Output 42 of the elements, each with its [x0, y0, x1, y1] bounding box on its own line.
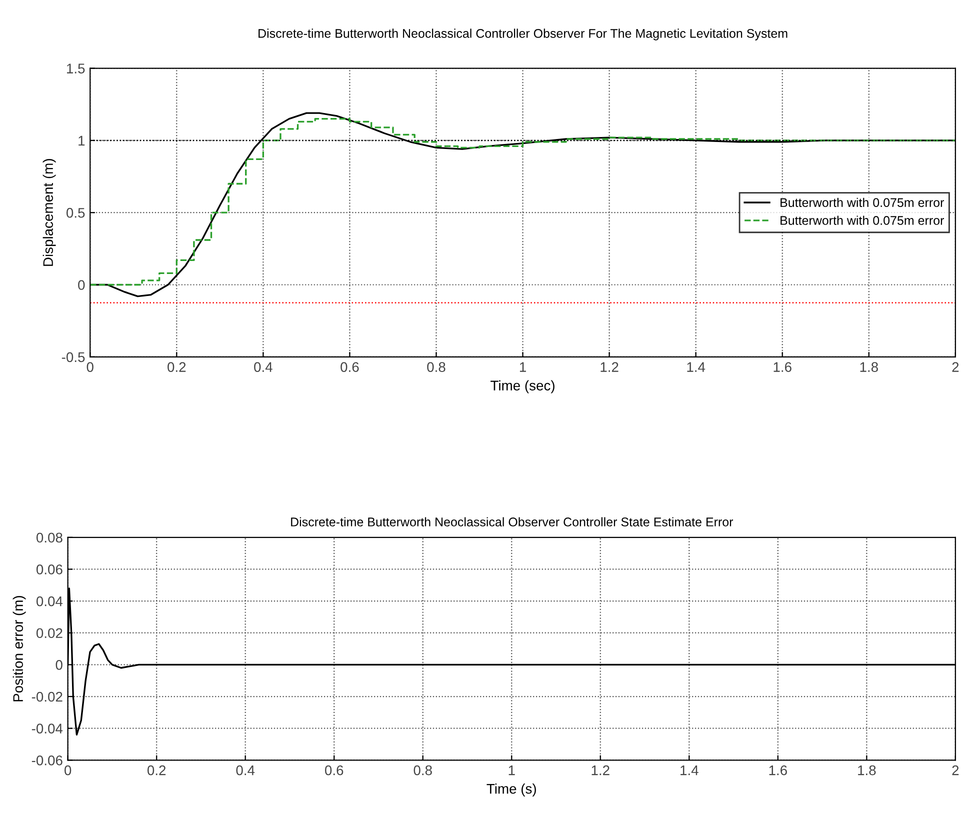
x-tick-label: 1.4 — [687, 362, 706, 372]
x-tick-label: 0.4 — [254, 362, 272, 372]
y-tick-label: 0 — [56, 660, 62, 670]
x-tick-label: 1.8 — [860, 362, 878, 372]
x-tick-label: 1.2 — [592, 765, 610, 776]
x-tick-label: 0.4 — [236, 765, 255, 776]
chart-title: Discrete-time Butterworth Neoclassical Controller Observer For The Magnetic Levitation System — [258, 28, 788, 40]
chart-title: Discrete-time Butterworth Neoclassical Observer Controller State Estimate Error — [291, 517, 734, 526]
y-tick-label: 0.08 — [36, 532, 62, 543]
y-tick-label: 0 — [78, 280, 85, 290]
y-tick-label: -0.06 — [32, 755, 62, 766]
x-tick-label: 1.2 — [600, 362, 618, 372]
x-tick-label: 0.6 — [340, 362, 359, 372]
x-tick-label: 0.2 — [147, 765, 166, 776]
y-tick-label: 1 — [78, 136, 85, 146]
x-axis-title: Time (sec) — [490, 380, 554, 394]
y-axis-title: Displacement (m) — [42, 159, 56, 266]
legend-label: Butterworth with 0.075m error — [780, 198, 944, 208]
legend-label: Butterworth with 0.075m error — [780, 216, 944, 225]
y-tick-label: 0.02 — [36, 628, 62, 638]
y-tick-label: 1.5 — [67, 64, 85, 74]
y-tick-label: 0.06 — [36, 564, 62, 574]
x-tick-label: 2 — [952, 362, 959, 372]
x-tick-label: 1.6 — [769, 765, 787, 776]
y-tick-label: 0.5 — [66, 208, 85, 218]
x-tick-label: 0.6 — [325, 765, 344, 776]
x-tick-label: 1 — [520, 362, 526, 372]
x-tick-label: 2 — [952, 765, 959, 776]
x-tick-label: 0.2 — [168, 362, 186, 372]
y-tick-label: 0.04 — [36, 596, 63, 606]
y-tick-label: -0.02 — [32, 692, 62, 702]
x-tick-label: 1.4 — [680, 766, 698, 776]
x-tick-label: 0.8 — [427, 362, 446, 372]
y-tick-label: -0.04 — [32, 724, 63, 734]
y-axis-title: Position error (m) — [12, 596, 26, 702]
x-tick-label: 1.6 — [774, 362, 792, 372]
x-axis-title: Time (s) — [486, 784, 536, 796]
x-tick-label: 1 — [508, 766, 515, 776]
x-tick-label: 1.8 — [858, 765, 876, 776]
y-tick-label: -0.5 — [62, 352, 85, 362]
x-tick-label: 0.8 — [414, 765, 432, 776]
x-tick-label: 0 — [86, 362, 94, 372]
